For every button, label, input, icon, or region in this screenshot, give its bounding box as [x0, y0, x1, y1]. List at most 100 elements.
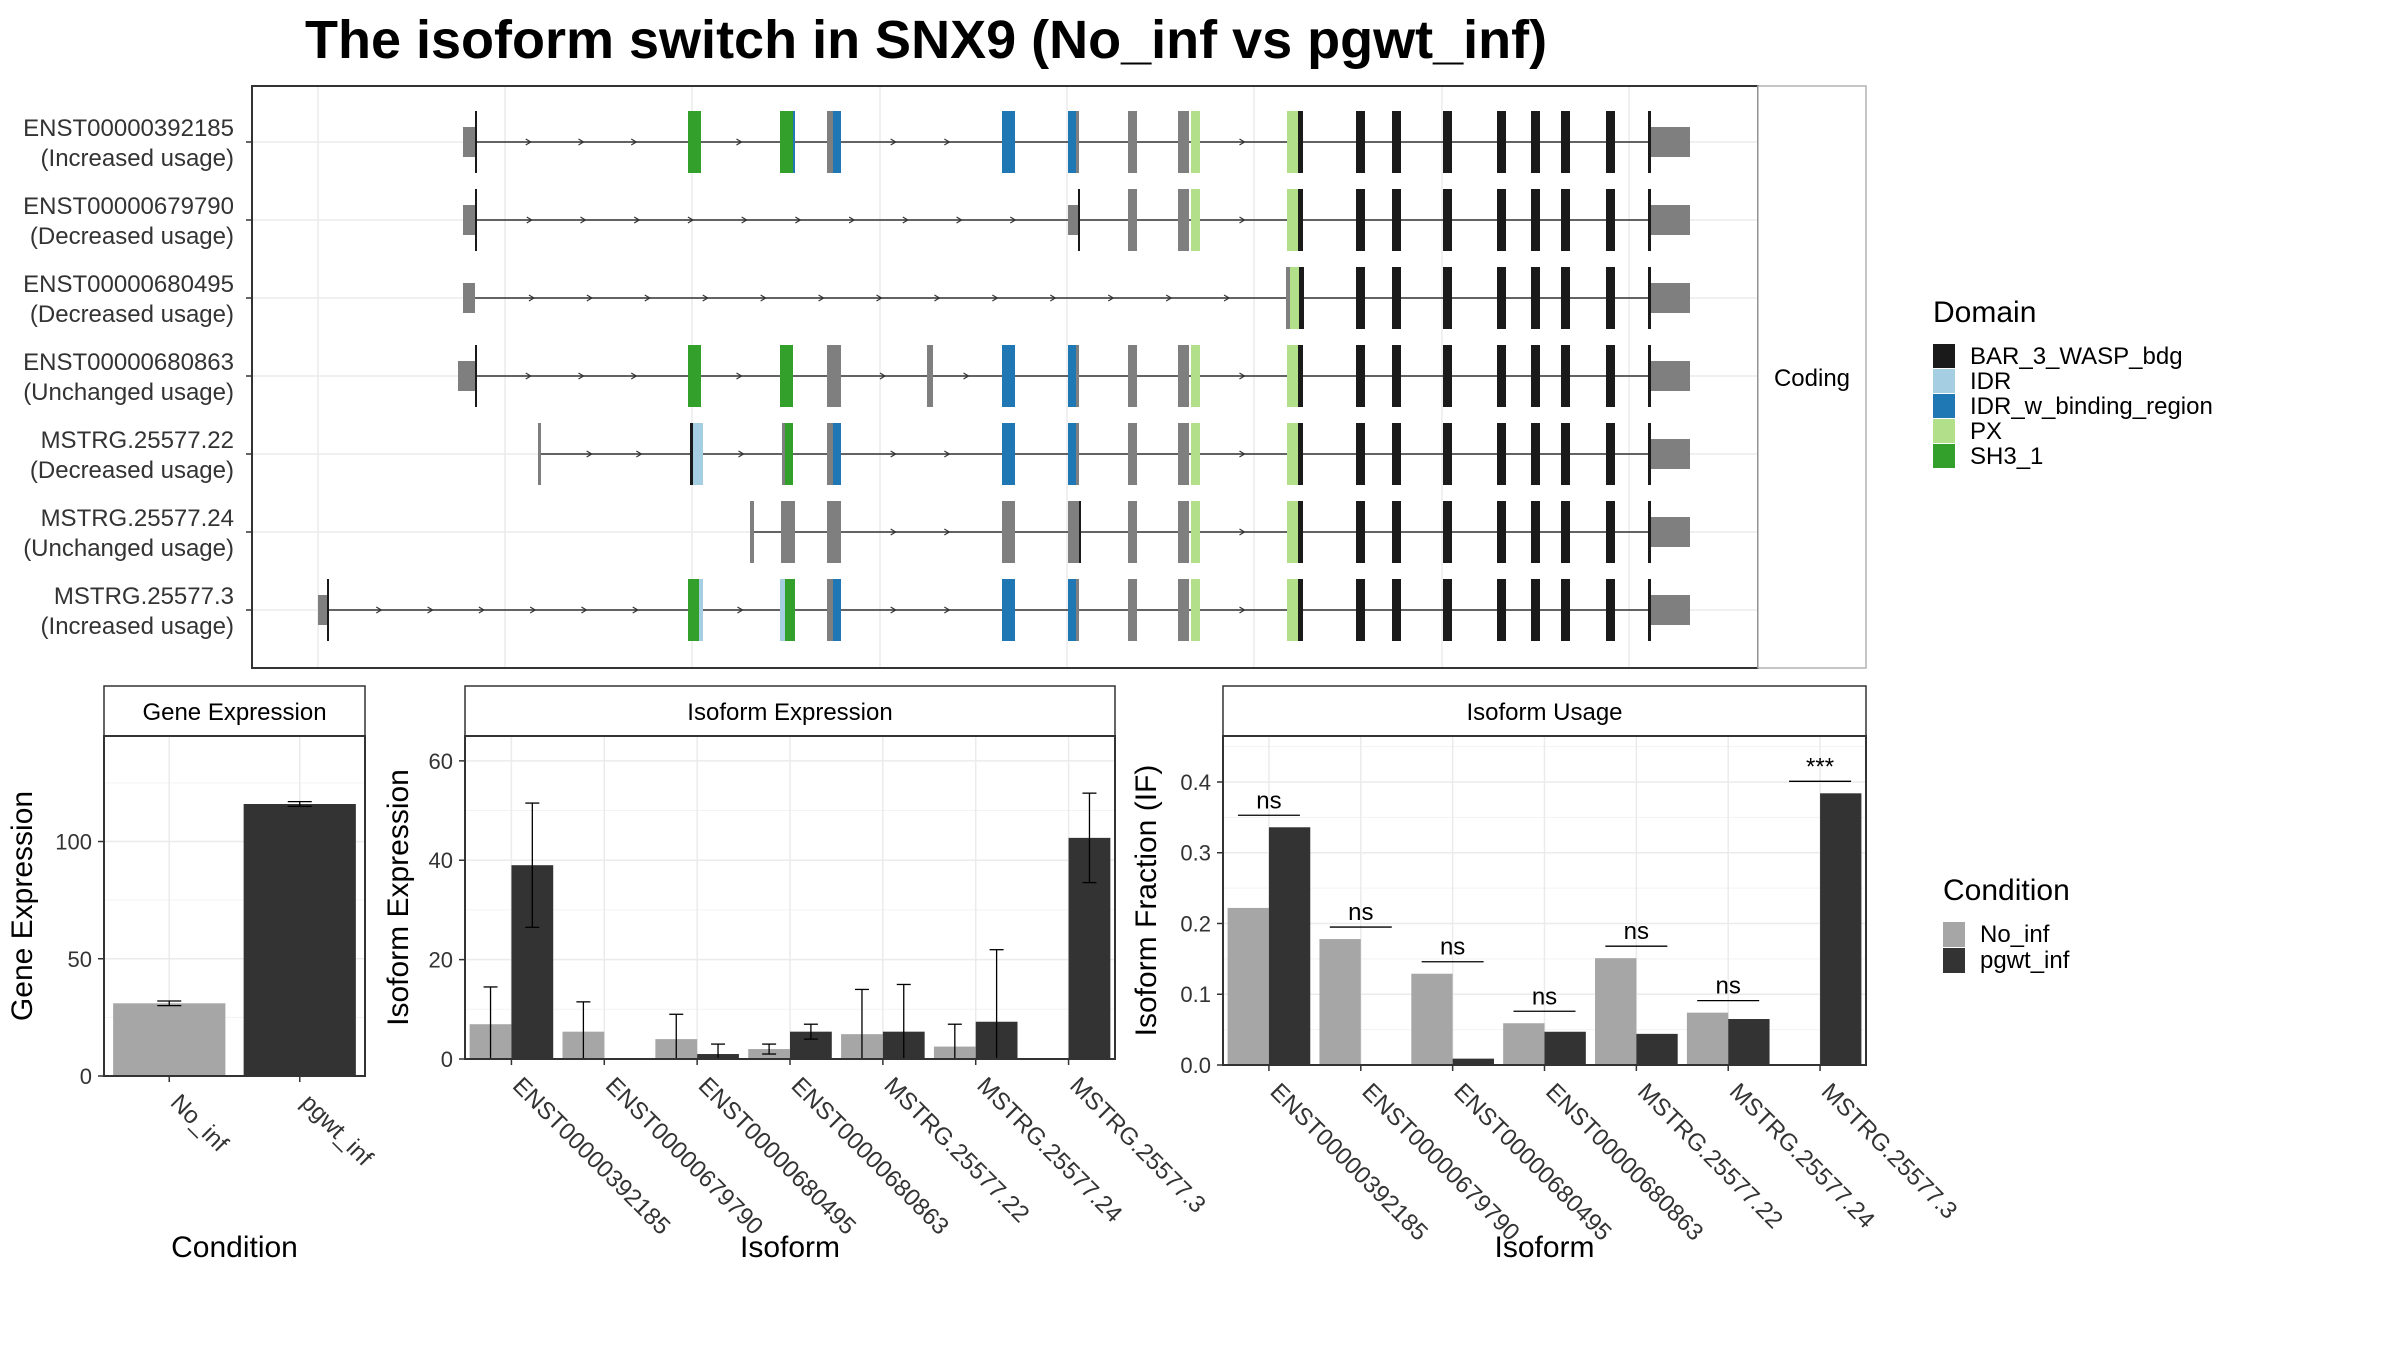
exon [1561, 423, 1570, 485]
exon [1002, 345, 1015, 407]
exon [463, 205, 475, 235]
exon [1076, 423, 1079, 485]
intron-arrow [890, 450, 897, 458]
y-tick-label: 20 [429, 948, 453, 973]
facet-strip [1757, 85, 1867, 669]
exon [793, 111, 795, 173]
exon [1298, 189, 1303, 251]
exon [1068, 423, 1076, 485]
exon [1287, 189, 1298, 251]
exon [1178, 111, 1189, 173]
exon [927, 345, 933, 407]
bar [1503, 1023, 1545, 1065]
plot-border [103, 735, 366, 1077]
exon [1178, 345, 1189, 407]
exon [1531, 345, 1540, 407]
intron-arrow [578, 372, 585, 380]
x-axis-title: Isoform [740, 1231, 840, 1264]
exon [1128, 111, 1137, 173]
exon [1648, 423, 1651, 485]
exon [1128, 579, 1137, 641]
exon [475, 345, 477, 407]
exon [1443, 267, 1452, 329]
exon [1002, 501, 1015, 563]
exon [1531, 189, 1540, 251]
exon [1606, 111, 1615, 173]
exon [1561, 267, 1570, 329]
y-tick-label: 0.1 [1180, 982, 1211, 1007]
transcript-name: ENST00000392185 [23, 115, 234, 142]
intron-arrow [528, 294, 536, 302]
exon [1531, 423, 1540, 485]
intron-arrow [795, 216, 802, 224]
exon [1443, 579, 1452, 641]
panel-title: Isoform Expression [687, 699, 892, 726]
exon [690, 423, 693, 485]
intron-arrow [581, 606, 588, 614]
y-tick-label: 0 [80, 1064, 92, 1089]
intron-arrow [580, 216, 587, 224]
y-tick-label: 0.3 [1180, 841, 1211, 866]
significance-label: ns [1348, 899, 1373, 926]
exon [693, 423, 703, 485]
exon [688, 579, 699, 641]
y-tick-label: 0.4 [1180, 770, 1211, 795]
exon [833, 423, 841, 485]
intron-arrow [1223, 294, 1231, 302]
bar [1452, 1058, 1494, 1065]
exon [1356, 111, 1365, 173]
intron-arrow [644, 294, 651, 302]
intron-arrow [375, 606, 383, 614]
exon [688, 111, 701, 173]
intron-arrow [944, 450, 951, 458]
significance-label: *** [1806, 753, 1834, 780]
exon [538, 423, 541, 485]
x-tick-label: ENST00000680863 [1540, 1078, 1708, 1246]
exon [1392, 501, 1401, 563]
exon [1606, 579, 1615, 641]
intron-arrow [1049, 294, 1057, 302]
facet-label: Coding [1774, 365, 1850, 392]
exon [1356, 579, 1365, 641]
bar [1595, 958, 1637, 1065]
exon [1648, 111, 1651, 173]
x-axis-title: Condition [171, 1231, 298, 1264]
y-axis-title: Gene Expression [6, 791, 39, 1021]
exon [1290, 267, 1299, 329]
intron-arrow [427, 606, 434, 614]
exon [1128, 345, 1137, 407]
exon [1128, 501, 1137, 563]
intron-arrow [1009, 216, 1017, 224]
exon [1076, 111, 1079, 173]
exon [1497, 267, 1506, 329]
x-tick-label: ENST00000680863 [786, 1072, 954, 1240]
domain-legend-key [1933, 444, 1955, 468]
exon [1651, 439, 1690, 469]
condition-legend-label: No_inf [1980, 921, 2050, 948]
exon [1128, 423, 1137, 485]
transcript-status: (Unchanged usage) [23, 379, 234, 406]
intron-arrow [525, 372, 532, 380]
exon [1531, 267, 1540, 329]
exon [780, 345, 793, 407]
exon [1531, 111, 1540, 173]
exon [688, 345, 701, 407]
exon [1178, 501, 1189, 563]
intron-arrow [1239, 450, 1246, 458]
exon [1648, 501, 1651, 563]
y-tick-label: 0.0 [1180, 1053, 1211, 1078]
exon [1561, 579, 1570, 641]
exon [1287, 423, 1298, 485]
exon [1497, 501, 1506, 563]
exon [781, 501, 795, 563]
exon [1076, 579, 1079, 641]
intron-arrow [1239, 138, 1246, 146]
significance-label: ns [1532, 983, 1557, 1010]
intron-arrow [687, 216, 695, 224]
domain-legend-label: IDR [1970, 368, 2011, 395]
transcript-name: ENST00000680863 [23, 349, 234, 376]
exon [1178, 189, 1189, 251]
isoform-expression-panel: Isoform Expression 0 20 40 60 ENST00000392185… [382, 685, 1211, 1264]
bar [1319, 939, 1361, 1065]
intron-arrow [944, 606, 951, 614]
